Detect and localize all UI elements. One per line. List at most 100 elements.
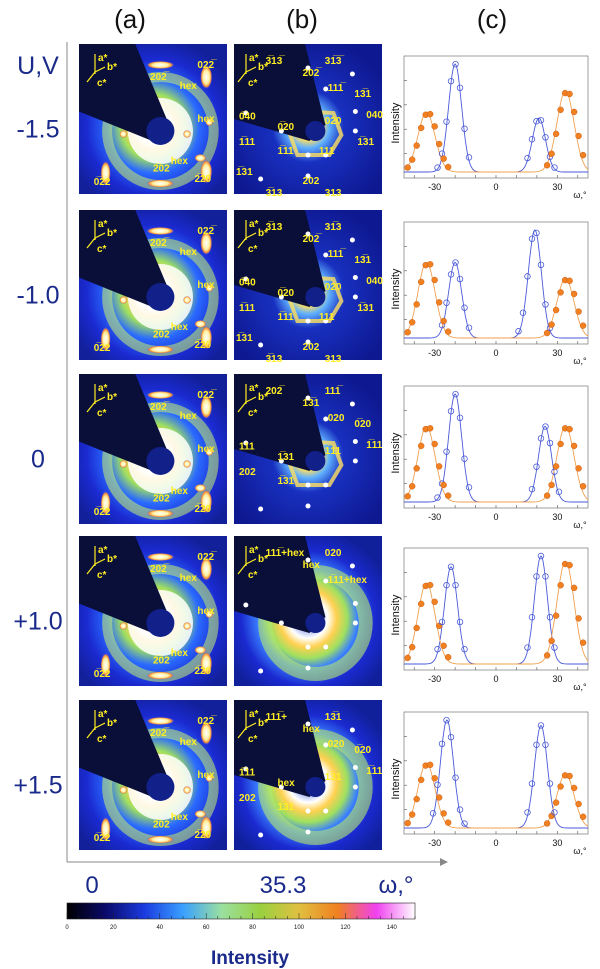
axis-label-b-star: b* bbox=[107, 392, 117, 403]
orange-data-point bbox=[548, 321, 555, 328]
diffraction-spot bbox=[194, 154, 207, 162]
orange-data-point bbox=[566, 425, 573, 433]
blue-data-point bbox=[461, 646, 468, 653]
reflection-label: 0̅22 bbox=[94, 832, 111, 844]
axis-label-b-star: b* bbox=[258, 554, 268, 565]
reflection-label: hex bbox=[180, 247, 198, 258]
diffraction-spot bbox=[349, 563, 355, 569]
orange-data-point bbox=[440, 317, 447, 325]
blue-data-point bbox=[438, 618, 446, 626]
blue-data-point bbox=[546, 780, 554, 787]
diffraction-spot bbox=[194, 646, 207, 654]
diffraction-ring bbox=[258, 729, 373, 845]
center-spot bbox=[146, 609, 175, 637]
diffraction-spot bbox=[205, 118, 214, 126]
reflection-label: 2̅02 bbox=[153, 655, 170, 667]
orange-data-point bbox=[413, 795, 420, 803]
orange-data-point bbox=[575, 800, 582, 808]
row-0: -1.5a*b*c*202̅022̅hexhexhex0̅222̅022̅20a… bbox=[16, 44, 589, 200]
orange-data-point bbox=[570, 290, 578, 298]
diffraction-spot bbox=[205, 448, 214, 456]
diffraction-spot bbox=[205, 284, 214, 292]
plot-xlabel: ω,° bbox=[573, 190, 587, 200]
plot-ylabel: Intensity bbox=[390, 102, 402, 143]
blue-data-point bbox=[551, 164, 558, 171]
orange-data-point bbox=[557, 289, 564, 296]
row-voltage-label: -1.5 bbox=[16, 116, 59, 144]
diffraction-spot bbox=[243, 602, 249, 608]
center-spot bbox=[146, 773, 175, 801]
diffraction-spot bbox=[100, 653, 111, 677]
diffraction-spot bbox=[258, 176, 264, 182]
orange-fit-curve bbox=[403, 90, 589, 173]
orange-data-point bbox=[408, 811, 416, 818]
reflection-label: 040 bbox=[366, 110, 383, 121]
plot-xlabel: ω,° bbox=[573, 356, 587, 366]
reflection-label: 202 bbox=[239, 793, 256, 804]
row-2: 0a*b*c*202̅022̅hexhexhex0̅222̅022̅20a*b*… bbox=[31, 374, 589, 530]
diffraction-spot bbox=[243, 110, 249, 116]
orange-data-point bbox=[570, 584, 578, 592]
blue-data-point bbox=[456, 84, 464, 92]
orange-data-point bbox=[426, 110, 434, 118]
orange-data-point bbox=[444, 492, 452, 499]
reflection-label: 111 bbox=[319, 146, 335, 157]
axis-label-a-star: a* bbox=[98, 53, 108, 64]
blue-data-point bbox=[542, 301, 549, 308]
axis-label-a-star: a* bbox=[98, 219, 108, 230]
reflection-label: 202 bbox=[303, 176, 320, 187]
column-label-a: (a) bbox=[114, 4, 146, 34]
reflection-label: 111̅ bbox=[328, 248, 347, 260]
plot-tick-label: 30 bbox=[552, 182, 562, 192]
reflection-label: 020 bbox=[325, 282, 342, 293]
diffraction-spot bbox=[200, 721, 213, 745]
diffraction-spot bbox=[323, 152, 329, 158]
plot-xlabel: ω,° bbox=[573, 682, 587, 692]
reflection-label: 1̅11 bbox=[366, 439, 383, 451]
diffraction-spot bbox=[352, 601, 358, 606]
reflection-label: 022̅ bbox=[197, 225, 217, 237]
reflection-label: 202̅ bbox=[266, 385, 286, 397]
orange-data-point bbox=[543, 162, 551, 169]
axis-glyph-line bbox=[94, 558, 106, 565]
blue-data-point bbox=[533, 229, 540, 237]
blue-data-point bbox=[429, 810, 437, 817]
reflection-label: 2̅02 bbox=[153, 163, 170, 175]
blue-data-point bbox=[447, 563, 455, 570]
axis-label-c-star: c* bbox=[97, 734, 107, 745]
orange-fit-curve bbox=[403, 425, 589, 503]
diffraction-spot bbox=[305, 339, 311, 345]
reflection-label: 31̅3 bbox=[325, 221, 342, 233]
plot-ylabel: Intensity bbox=[390, 268, 402, 309]
diffraction-spot bbox=[183, 622, 192, 630]
reflection-label: 1̅11 bbox=[277, 311, 294, 323]
reflection-label: hex bbox=[171, 648, 189, 659]
blue-data-point bbox=[434, 781, 441, 788]
diffraction-spot bbox=[352, 458, 358, 464]
row-voltage-label: +1.0 bbox=[13, 608, 62, 636]
diffraction-spot bbox=[200, 231, 213, 255]
orange-data-point bbox=[404, 654, 411, 662]
diffraction-spot bbox=[323, 808, 329, 814]
orange-data-point bbox=[435, 140, 443, 148]
reflection-label: 1̅31 bbox=[277, 451, 294, 463]
orange-data-point bbox=[431, 440, 438, 448]
diffraction-spot bbox=[258, 506, 264, 512]
diffraction-spot bbox=[119, 786, 128, 794]
blue-data-point bbox=[452, 60, 459, 68]
blue-data-point bbox=[434, 164, 441, 171]
reflection-label: 202̅ bbox=[150, 71, 170, 83]
diffraction-spot bbox=[305, 231, 311, 237]
axis-label-c-star: c* bbox=[97, 570, 107, 581]
plot-tick-label: 0 bbox=[493, 182, 498, 192]
reflection-label: 111̅+hex bbox=[266, 547, 305, 559]
blue-data-point bbox=[461, 125, 468, 132]
orange-data-point bbox=[440, 481, 447, 489]
orange-data-point bbox=[440, 155, 447, 162]
orange-data-point bbox=[417, 600, 425, 608]
diffraction-spot bbox=[258, 342, 264, 348]
diffraction-spot bbox=[200, 395, 213, 419]
reflection-label: hex bbox=[180, 573, 198, 584]
reflection-label: 111 bbox=[239, 442, 255, 453]
reflection-label: 1̅31 bbox=[325, 771, 342, 783]
